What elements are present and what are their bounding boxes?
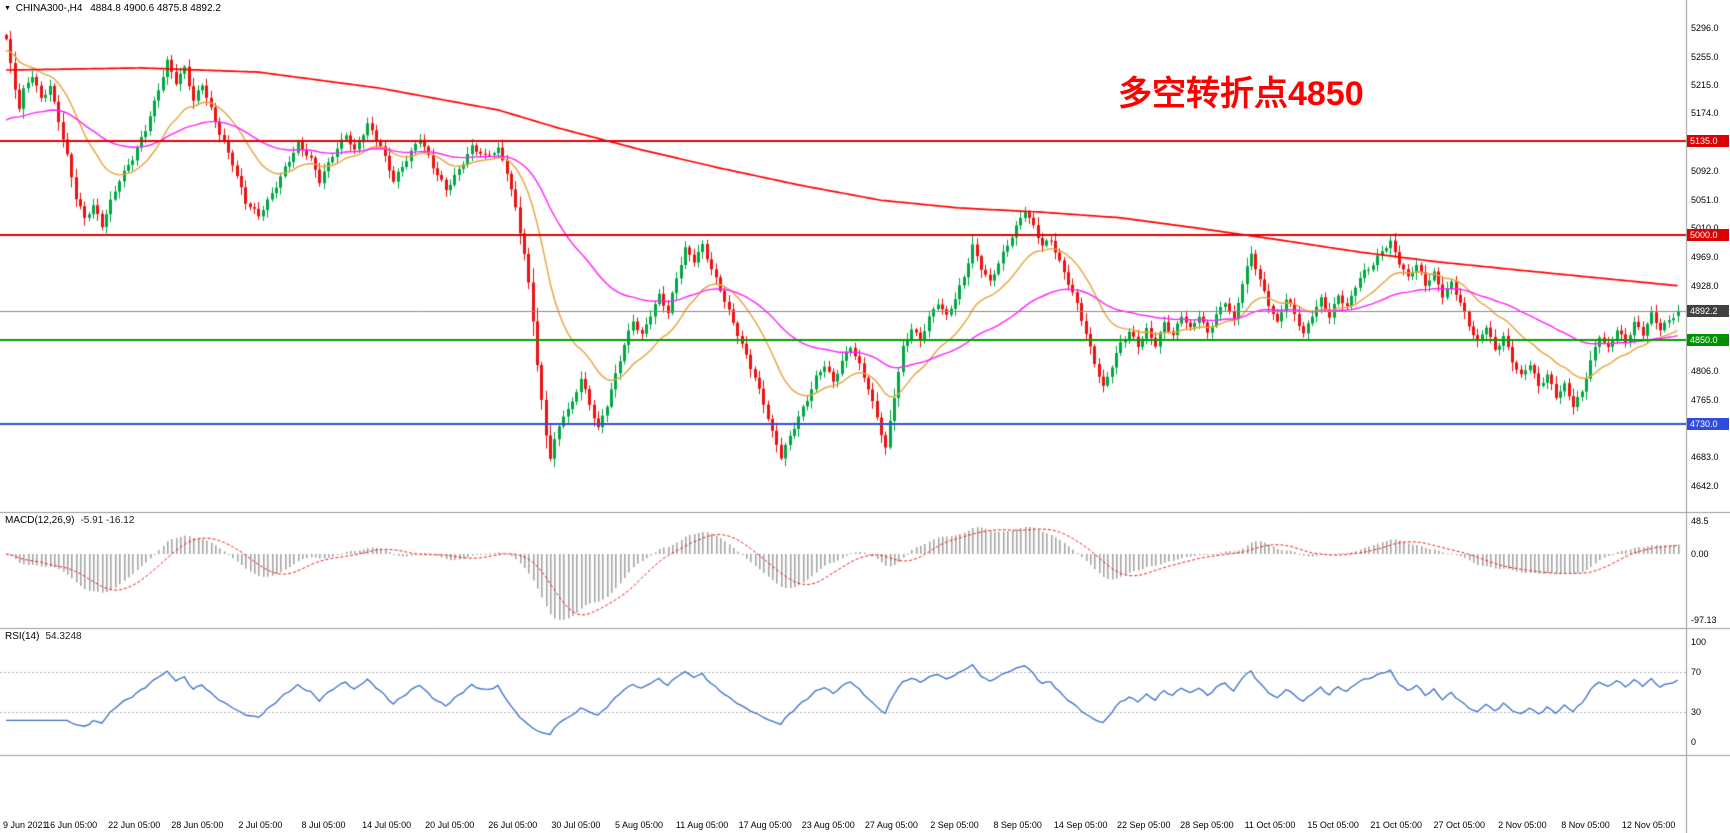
rsi-name: RSI(14) (5, 631, 40, 642)
macd-values: -5.91 -16.12 (80, 515, 135, 526)
price-axis[interactable] (1686, 0, 1730, 833)
macd-name: MACD(12,26,9) (5, 515, 75, 526)
macd-pane[interactable] (0, 512, 1686, 628)
ohlc-values: 4884.8 4900.6 4875.8 4892.2 (90, 3, 221, 14)
pivot-annotation-text: 多空转折点4850 (1118, 75, 1364, 113)
rsi-pane[interactable] (0, 628, 1686, 755)
rsi-indicator-label: RSI(14) 54.3248 (5, 631, 82, 642)
symbol-info-bar: ▼ CHINA300-,H4 4884.8 4900.6 4875.8 4892… (4, 3, 221, 14)
time-axis[interactable] (0, 813, 1686, 833)
symbol-marker-icon: ▼ (4, 5, 11, 12)
symbol-period-label: CHINA300-,H4 (15, 3, 83, 14)
main-chart-pane[interactable] (0, 0, 1686, 512)
macd-indicator-label: MACD(12,26,9) -5.91 -16.12 (5, 515, 134, 526)
rsi-value: 54.3248 (45, 631, 82, 642)
